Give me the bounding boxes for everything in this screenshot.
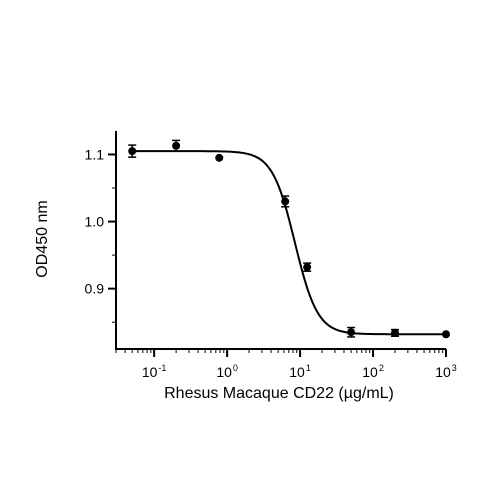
data-point <box>172 141 181 150</box>
y-axis-title: OD450 nm <box>34 200 51 277</box>
y-tick-label: 0.9 <box>85 281 105 297</box>
data-point <box>128 147 137 156</box>
data-point <box>391 328 400 337</box>
data-point <box>442 330 450 339</box>
x-axis-title: Rhesus Macaque CD22 (µg/mL) <box>164 385 394 402</box>
y-tick-label: 1.0 <box>85 214 105 230</box>
data-point <box>303 263 312 272</box>
fit-curve <box>132 150 446 336</box>
y-tick-label: 1.1 <box>85 146 105 162</box>
axes <box>115 131 446 350</box>
x-tick-label: 103 <box>435 363 457 380</box>
data-points <box>128 139 450 339</box>
x-tick-label: 102 <box>362 363 384 380</box>
data-point <box>347 328 356 337</box>
x-tick-label: 100 <box>216 363 238 380</box>
data-point <box>281 197 290 206</box>
data-point <box>215 153 224 162</box>
y-ticks: 0.9 1.0 1.1 <box>85 146 116 323</box>
x-tick-label: 10-1 <box>142 363 167 380</box>
x-tick-label: 101 <box>289 363 311 380</box>
x-ticks: 10-1 100 101 102 103 <box>115 349 457 380</box>
